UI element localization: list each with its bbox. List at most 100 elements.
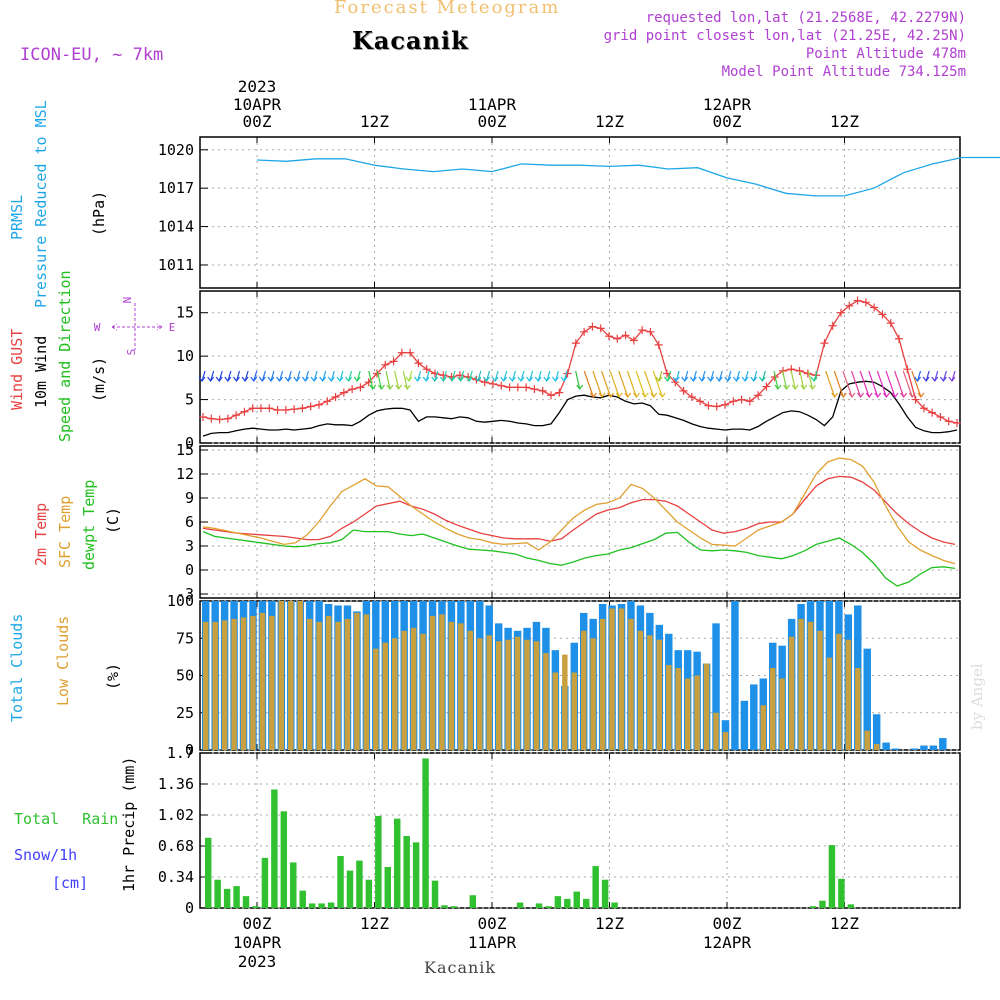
wind-arrow-head	[741, 376, 749, 382]
footer-location: Kacanik	[424, 958, 497, 977]
wind-arrow	[376, 370, 382, 390]
gust-marker	[257, 404, 265, 413]
gust-marker	[870, 303, 879, 312]
bottom-hour-label: 12Z	[595, 914, 624, 933]
low-cloud-bar	[429, 615, 436, 750]
gust-marker	[646, 327, 655, 336]
wind-arrow-head	[607, 392, 615, 398]
low-cloud-bar	[448, 621, 455, 750]
low-cloud-bar	[590, 638, 596, 750]
wind-arrow	[902, 370, 913, 398]
low-cloud-bar	[694, 675, 700, 750]
low-cloud-bar	[486, 635, 492, 750]
low-cloud-bar	[552, 672, 559, 750]
total-cloud-bar	[863, 648, 871, 750]
low-cloud-bar	[231, 618, 237, 750]
wind-arrow-head	[857, 392, 865, 398]
total-cloud-bar	[712, 623, 720, 750]
wind-arrow-head	[543, 376, 551, 382]
wind-line	[202, 380, 958, 437]
rain-bar	[337, 856, 344, 908]
gust-marker	[389, 357, 398, 366]
wind-arrow	[842, 370, 853, 398]
low-cloud-bar	[505, 639, 511, 750]
wind-arrow-head	[865, 392, 873, 398]
rain-bar	[205, 837, 212, 908]
requested-coords: requested lon,lat (21.2568E, 42.2279N)	[645, 10, 966, 26]
gust-marker	[605, 332, 613, 341]
rain-bar	[838, 878, 845, 908]
gust-marker	[422, 365, 431, 374]
compass-s: S	[125, 349, 138, 356]
total-cloud-bar	[882, 742, 890, 750]
gust-marker	[712, 402, 721, 411]
gust-marker	[853, 296, 862, 305]
panel-precip: 1.7 1.36 1.02 0.68 0.34 0	[158, 744, 961, 917]
y-tick-label: 0	[185, 434, 194, 452]
rain-bar	[261, 857, 269, 908]
wind-arrow	[244, 370, 249, 382]
wind-arrow	[652, 370, 663, 398]
low-cloud-bar	[855, 668, 861, 750]
snow-label: Snow/1h	[14, 846, 78, 864]
y-tick-label: 0.34	[158, 868, 194, 886]
gust-marker	[505, 383, 514, 392]
total-cloud-bar	[929, 745, 938, 750]
y-tick-label: 100	[167, 592, 194, 610]
snow-unit: [cm]	[52, 874, 89, 892]
gust-marker	[522, 383, 531, 392]
wind-arrow-head	[491, 376, 499, 382]
wind-arrow-head	[284, 376, 292, 382]
low-cloud-bar	[722, 732, 729, 750]
low-cloud-bar	[826, 657, 833, 750]
gust-marker	[240, 407, 249, 416]
rain-bar	[828, 845, 836, 908]
top-date-label: 12APR	[703, 95, 752, 114]
y-tick-label: 1020	[158, 141, 194, 159]
low-cloud-bar	[647, 635, 653, 750]
rain-bar	[290, 862, 297, 908]
wind-arrow-head	[422, 376, 430, 382]
wind-arrow	[583, 370, 594, 398]
wind-arrow-head	[650, 392, 658, 398]
gust-marker	[828, 321, 837, 330]
compass-n: N	[121, 297, 134, 304]
wind-arrow	[385, 370, 391, 390]
top-hour-label: 00Z	[478, 112, 507, 131]
gust-marker	[803, 369, 812, 378]
low-cloud-bar	[864, 730, 870, 750]
low-cloud-bar	[770, 668, 776, 750]
wind-arrow-head	[774, 384, 782, 390]
y-tick-label: 0	[185, 899, 194, 917]
wind-arrow	[402, 370, 408, 390]
wind-arrow-head	[810, 376, 818, 382]
wind-arrow-head	[267, 376, 275, 382]
gust-marker	[331, 392, 340, 401]
wind-arrow	[511, 370, 516, 382]
wind-arrow-head	[917, 392, 925, 398]
bottom-date-label: 10APR	[233, 933, 282, 952]
point-altitude: Point Altitude 478m	[805, 46, 966, 62]
gust-marker	[953, 419, 961, 428]
low-cloud-bar	[873, 744, 880, 750]
wind-arrow-head	[353, 376, 361, 382]
total-cloud-bar	[891, 748, 900, 750]
low-cloud-bar	[344, 618, 351, 750]
wind-arrow	[942, 370, 947, 382]
wind-arrow	[799, 370, 805, 390]
wind-arrow-head	[831, 392, 839, 398]
gust-marker	[306, 402, 315, 411]
wind-arrow-head	[839, 392, 847, 398]
gust-marker	[762, 382, 771, 391]
gust-marker	[588, 322, 597, 331]
y-tick-label: 6	[185, 513, 194, 531]
rain-bar	[327, 902, 335, 908]
rain-bar	[431, 880, 439, 908]
top-hour-label: 00Z	[713, 112, 742, 131]
bottom-hour-label: 12Z	[360, 914, 389, 933]
wind-arrow-head	[395, 384, 403, 390]
wind-arrow	[592, 370, 603, 398]
low-cloud-bar	[666, 665, 672, 750]
gust-marker	[555, 388, 564, 397]
wind-arrow	[916, 370, 922, 382]
